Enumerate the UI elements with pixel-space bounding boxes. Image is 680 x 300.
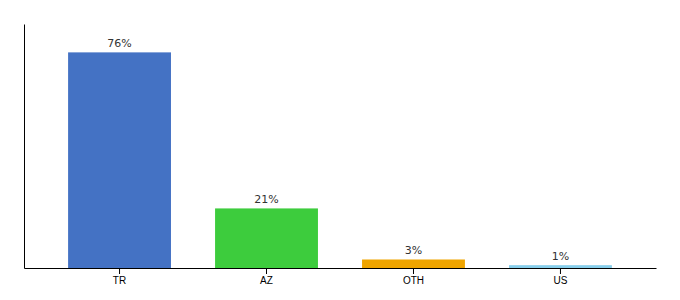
data-label: 3% [405, 244, 422, 257]
x-tick-mark [560, 268, 561, 274]
bar [509, 265, 612, 268]
bar [68, 52, 171, 268]
data-label: 76% [107, 37, 131, 50]
x-tick-mark [413, 268, 414, 274]
plot-area: TR AZ OTH US 76% 21% 3% 1% [25, 25, 657, 287]
x-tick-label: AZ [260, 275, 273, 286]
x-tick-mark [119, 268, 120, 274]
bar [362, 259, 465, 268]
x-tick: OTH [403, 268, 424, 286]
x-tick-label: OTH [403, 275, 424, 286]
chart: TR AZ OTH US 76% 21% 3% 1% [0, 0, 680, 300]
x-axis: TR AZ OTH US [25, 268, 657, 286]
x-tick: US [554, 268, 568, 286]
y-axis [24, 25, 25, 269]
x-tick-mark [266, 268, 267, 274]
data-labels: 76% 21% 3% 1% [107, 37, 569, 263]
data-label: 1% [552, 250, 569, 263]
y-axis-line [24, 25, 25, 269]
bar [215, 208, 318, 268]
bars [68, 52, 612, 268]
x-tick: AZ [260, 268, 273, 286]
x-tick-label: TR [113, 275, 126, 286]
x-tick: TR [113, 268, 126, 286]
data-label: 21% [254, 193, 278, 206]
x-tick-label: US [554, 275, 568, 286]
